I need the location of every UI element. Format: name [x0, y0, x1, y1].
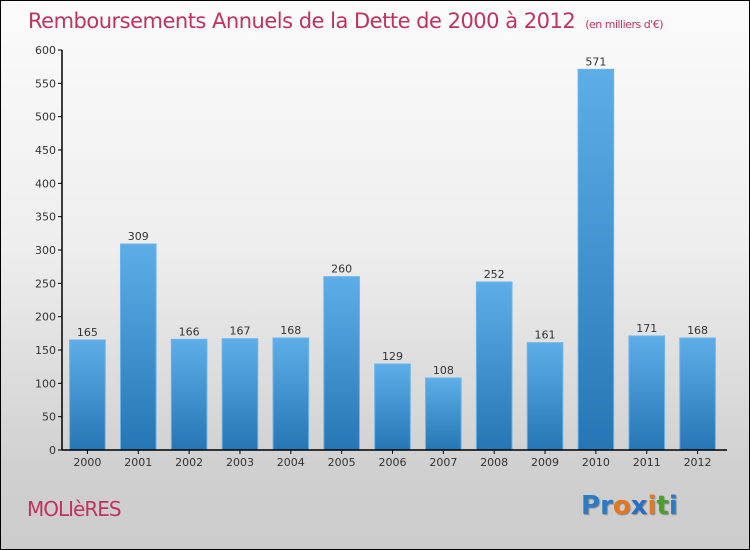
x-tick-label: 2012: [684, 456, 712, 469]
data-label: 168: [687, 324, 708, 337]
bar-2002: [170, 338, 208, 451]
x-tick-label: 2000: [73, 456, 101, 469]
data-label: 309: [128, 230, 149, 243]
logo-letter: P: [581, 491, 601, 521]
y-tick-label: 550: [35, 77, 56, 90]
bar-2004: [272, 337, 310, 451]
x-tick-label: 2007: [429, 456, 457, 469]
logo-letter: t: [656, 491, 669, 521]
x-tick-label: 2008: [480, 456, 508, 469]
bar-2012: [679, 337, 716, 451]
data-label: 167: [229, 325, 250, 338]
data-label: 171: [636, 322, 657, 335]
y-tick-label: 300: [35, 244, 56, 257]
bar-2001: [119, 243, 157, 451]
x-tick-label: 2004: [277, 456, 305, 469]
data-label: 260: [331, 263, 352, 276]
y-tick-label: 600: [35, 44, 56, 57]
x-tick-label: 2009: [531, 456, 559, 469]
data-label: 165: [77, 326, 98, 339]
title-unit: (en milliers d'€): [585, 18, 663, 31]
bar-2000: [69, 339, 106, 451]
bar-2007: [425, 377, 462, 451]
chart-title: Remboursements Annuels de la Dette de 20…: [28, 9, 663, 33]
commune-name: MOLIèRES: [27, 497, 122, 521]
y-tick-label: 150: [35, 344, 56, 357]
bar-2003: [221, 338, 259, 451]
data-label: 129: [382, 350, 403, 363]
y-tick-label: 500: [35, 111, 56, 124]
x-tick-label: 2002: [175, 456, 203, 469]
data-label: 166: [179, 325, 200, 338]
y-tick-label: 50: [42, 411, 56, 424]
y-tick-label: 450: [35, 144, 56, 157]
bar-2008: [475, 281, 513, 451]
logo-letter: i: [668, 491, 678, 521]
x-tick-label: 2005: [328, 456, 356, 469]
logo-letter: i: [647, 491, 657, 521]
y-tick-label: 350: [35, 211, 56, 224]
y-tick-label: 200: [35, 311, 56, 324]
data-label: 108: [433, 364, 454, 377]
logo-letter: x: [630, 491, 648, 521]
x-tick-label: 2006: [379, 456, 407, 469]
y-tick-label: 0: [49, 444, 56, 457]
bar-2010: [577, 68, 615, 451]
x-tick-label: 2010: [582, 456, 610, 469]
proxiti-logo: Proxiti: [581, 491, 678, 521]
data-label: 252: [484, 268, 505, 281]
bar-2009: [526, 342, 564, 451]
x-tick-label: 2011: [633, 456, 661, 469]
data-label: 571: [585, 55, 606, 68]
bar-2011: [628, 335, 666, 451]
logo-letter: r: [600, 491, 613, 521]
bar-2005: [323, 276, 360, 451]
data-label: 168: [280, 324, 301, 337]
bar-2006: [374, 363, 411, 451]
x-tick-label: 2001: [124, 456, 152, 469]
y-tick-label: 250: [35, 277, 56, 290]
y-tick-label: 100: [35, 377, 56, 390]
x-tick-label: 2003: [226, 456, 254, 469]
title-text: Remboursements Annuels de la Dette de 20…: [28, 9, 576, 33]
logo-letter: o: [612, 491, 631, 521]
data-label: 161: [535, 329, 556, 342]
y-tick-label: 400: [35, 177, 56, 190]
